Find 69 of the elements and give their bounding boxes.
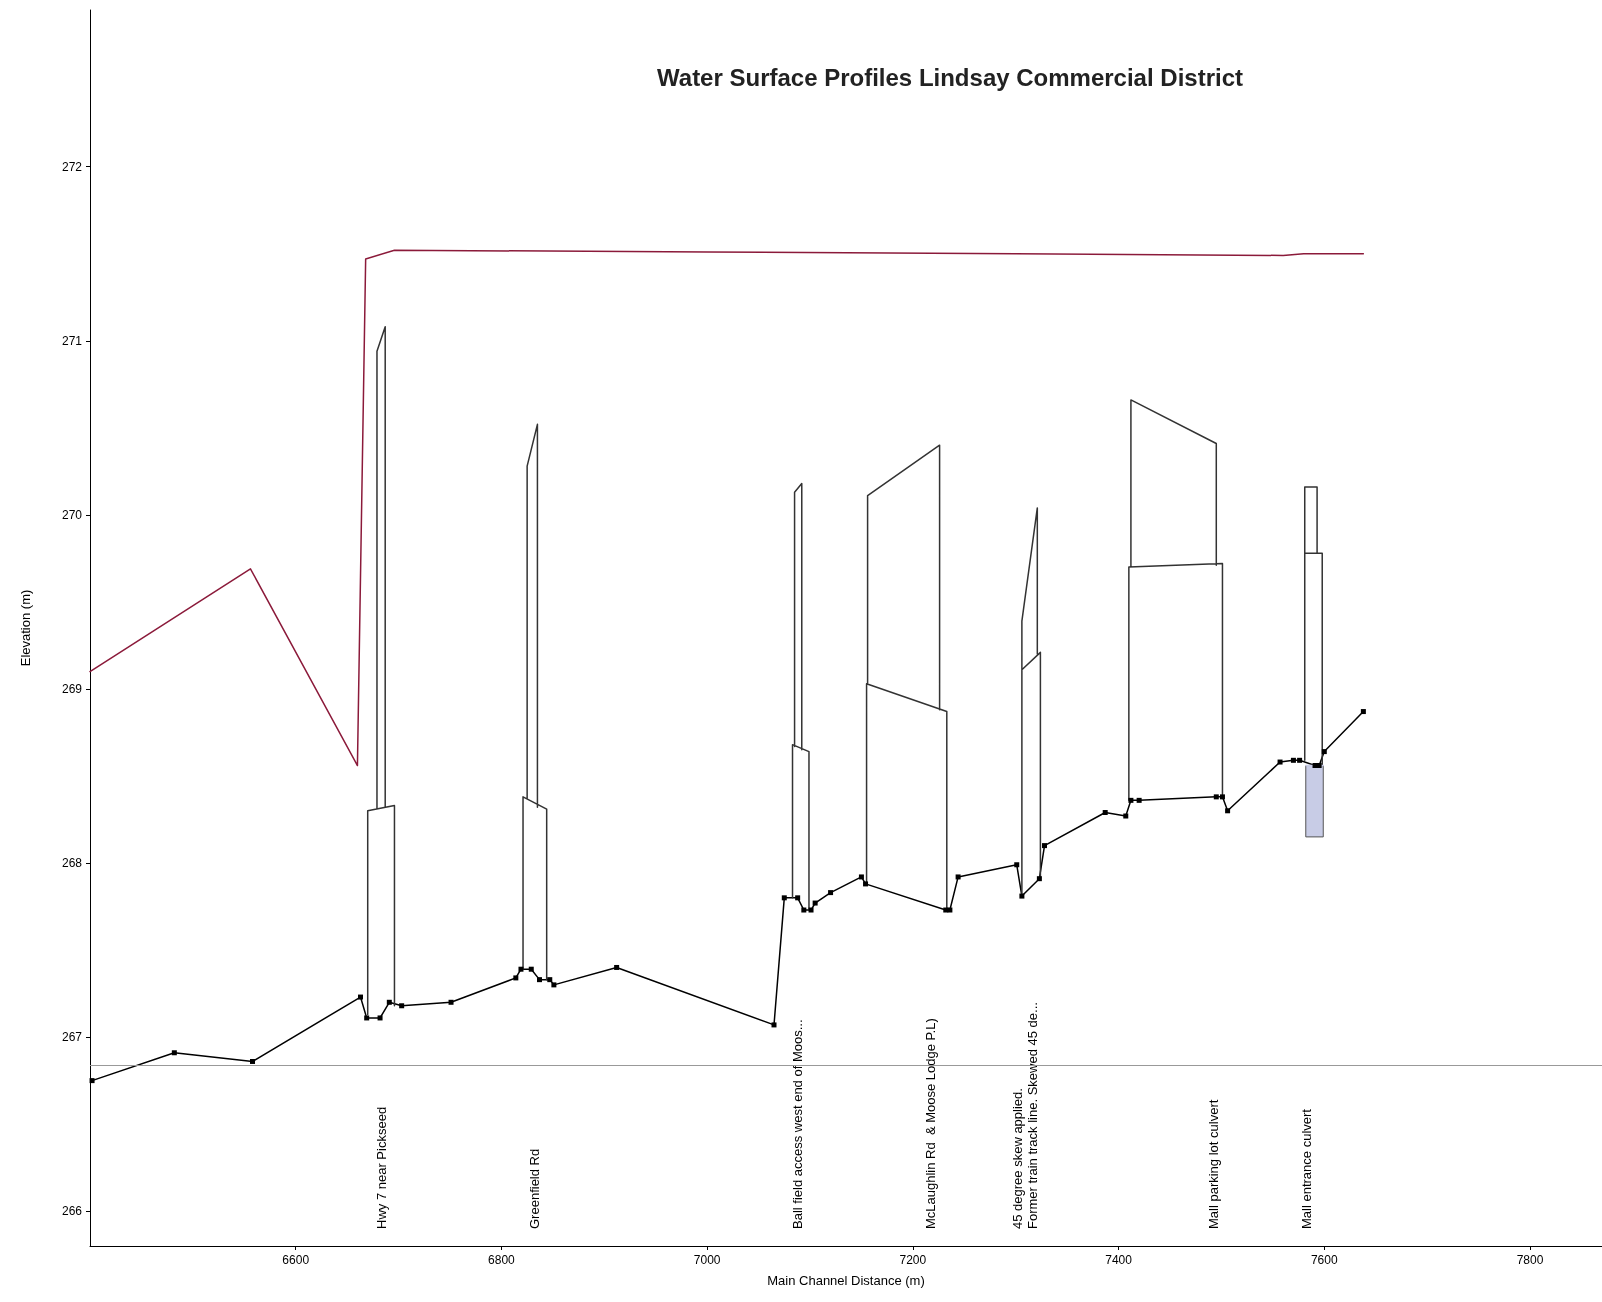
text: Water Surface Profiles Lindsay Commercial District [657,63,1243,91]
point [1136,797,1142,803]
point [1225,808,1231,814]
x-axis-title: Main Channel Distance (m) [767,1273,925,1288]
point [518,966,524,972]
point [547,977,553,983]
point [1036,876,1042,882]
annotation: McLaughlin Rd & Moose Lodge P.L) [922,1018,938,1229]
y-tick-label: 266 [61,1204,83,1219]
x-tick-label: 6600 [282,1253,310,1267]
point [171,1050,177,1056]
point [1042,843,1048,849]
point [795,895,801,901]
point [1297,757,1303,763]
x-tick-label: 6800 [488,1253,516,1267]
annotation: Ball field access west end of Moos... [789,1019,805,1229]
point [614,964,620,970]
x-tick-label: 7600 [1310,1253,1338,1267]
point [801,907,807,913]
point [1316,763,1322,769]
point [1219,794,1225,800]
point [1102,810,1108,816]
y-tick-label: 270 [61,507,83,522]
point [250,1058,256,1064]
annotation: 45 degree skew applied. Former train track line. Skewed 45 de... [1010,1002,1040,1229]
x-tick-label: 7400 [1105,1253,1133,1267]
y-tick-label: 269 [61,681,83,696]
point [1360,709,1366,715]
x-tick-label: 7800 [1516,1253,1544,1267]
point [448,999,454,1005]
point [89,1078,95,1084]
point [863,881,869,887]
point [1128,797,1134,803]
point [513,975,519,981]
y-tick-label: 271 [61,333,83,348]
point [528,966,534,972]
point [808,907,814,913]
y-tick-label: 267 [61,1030,83,1045]
point [1014,862,1020,868]
point [781,895,787,901]
y-tick-label: 272 [61,159,83,174]
point [1277,759,1283,765]
y-tick-label: 268 [61,856,83,871]
point [364,1015,370,1021]
point [858,874,864,880]
point [536,977,542,983]
point [828,890,834,896]
point [399,1003,405,1009]
point [1213,794,1219,800]
point [1019,893,1025,899]
point [1123,813,1129,819]
point [551,982,557,988]
point [771,1022,777,1028]
x-tick-label: 7000 [693,1253,721,1267]
point [812,900,818,906]
point [358,994,364,1000]
point [1321,749,1327,755]
line-series [89,249,1365,767]
point [386,999,392,1005]
y-axis-title: Elevation (m) [18,589,33,667]
annotation: Greenfield Rd [526,1148,542,1229]
annotation: Mall parking lot culvert [1205,1099,1221,1229]
x-tick-label: 7200 [899,1253,927,1267]
annotation: Hwy 7 near Pickseed [373,1106,389,1229]
annotation: Mall entrance culvert [1298,1108,1314,1229]
point [1290,757,1296,763]
point [955,874,961,880]
point [377,1015,383,1021]
point [947,907,953,913]
